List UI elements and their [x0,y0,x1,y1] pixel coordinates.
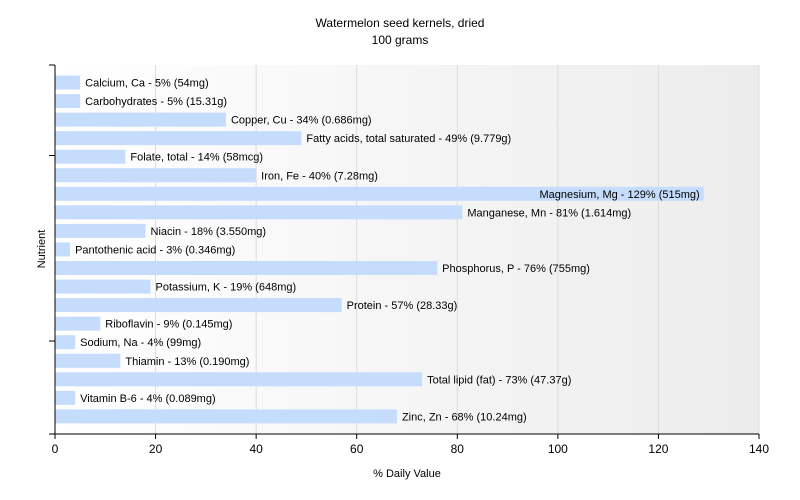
bar-label: Copper, Cu - 34% (0.686mg) [231,115,372,127]
bar-label: Niacin - 18% (3.550mg) [151,226,267,238]
bar-label: Manganese, Mn - 81% (1.614mg) [467,207,631,219]
bar-label: Folate, total - 14% (58mcg) [130,152,263,164]
bars-group [55,75,704,424]
bar-label: Carbohydrates - 5% (15.31g) [85,96,227,108]
bar-label: Calcium, Ca - 5% (54mg) [85,78,208,90]
bar [55,94,81,109]
bar [55,242,71,257]
bar [55,372,423,387]
bar [55,316,101,331]
chart-title: Watermelon seed kernels, dried [316,16,485,30]
bar [55,261,438,275]
bar-label: Zinc, Zn - 68% (10.24mg) [402,411,527,423]
x-tick-label: 80 [451,442,465,456]
x-tick-label: 20 [149,442,163,456]
bar-label: Total lipid (fat) - 73% (47.37g) [427,374,571,386]
bar-label: Vitamin B-6 - 4% (0.089mg) [80,393,216,405]
bar-label: Magnesium, Mg - 129% (515mg) [539,189,699,201]
x-axis-label: % Daily Value [373,468,441,480]
bar-label: Thiamin - 13% (0.190mg) [125,356,249,368]
bar-label: Protein - 57% (28.33g) [347,300,458,312]
y-axis-ticks [49,64,55,435]
x-tick-label: 120 [648,442,668,456]
bar [55,75,81,90]
bar [55,298,342,313]
x-axis-ticks: 0 20 40 60 80 100 120 140 [52,434,769,456]
bar-label: Potassium, K - 19% (648mg) [156,282,297,294]
x-tick-label: 140 [749,442,769,456]
bar [55,205,463,220]
bar [55,112,226,127]
bar [55,335,76,350]
bar [55,353,121,368]
bar-labels-group: Calcium, Ca - 5% (54mg) Carbohydrates - 5… [75,78,700,424]
bar-label: Phosphorus, P - 76% (755mg) [442,263,590,275]
bar-label: Iron, Fe - 40% (7.28mg) [261,170,378,182]
bar [55,223,146,238]
x-tick-label: 0 [52,442,59,456]
bar [55,168,257,183]
bar-label: Sodium, Na - 4% (99mg) [80,337,201,349]
bar [55,409,397,424]
x-tick-label: 60 [350,442,364,456]
bar [55,390,76,405]
bar [55,186,704,201]
bar-label: Pantothenic acid - 3% (0.346mg) [75,244,235,256]
bar-label: Fatty acids, total saturated - 49% (9.77… [306,133,511,145]
x-tick-label: 40 [249,442,263,456]
x-tick-label: 100 [548,442,568,456]
chart-subtitle: 100 grams [372,33,429,47]
bar [55,279,151,294]
y-axis-label: Nutrient [36,230,48,269]
bar [55,131,302,146]
bar-label: Riboflavin - 9% (0.145mg) [105,319,232,331]
bar [55,149,126,164]
